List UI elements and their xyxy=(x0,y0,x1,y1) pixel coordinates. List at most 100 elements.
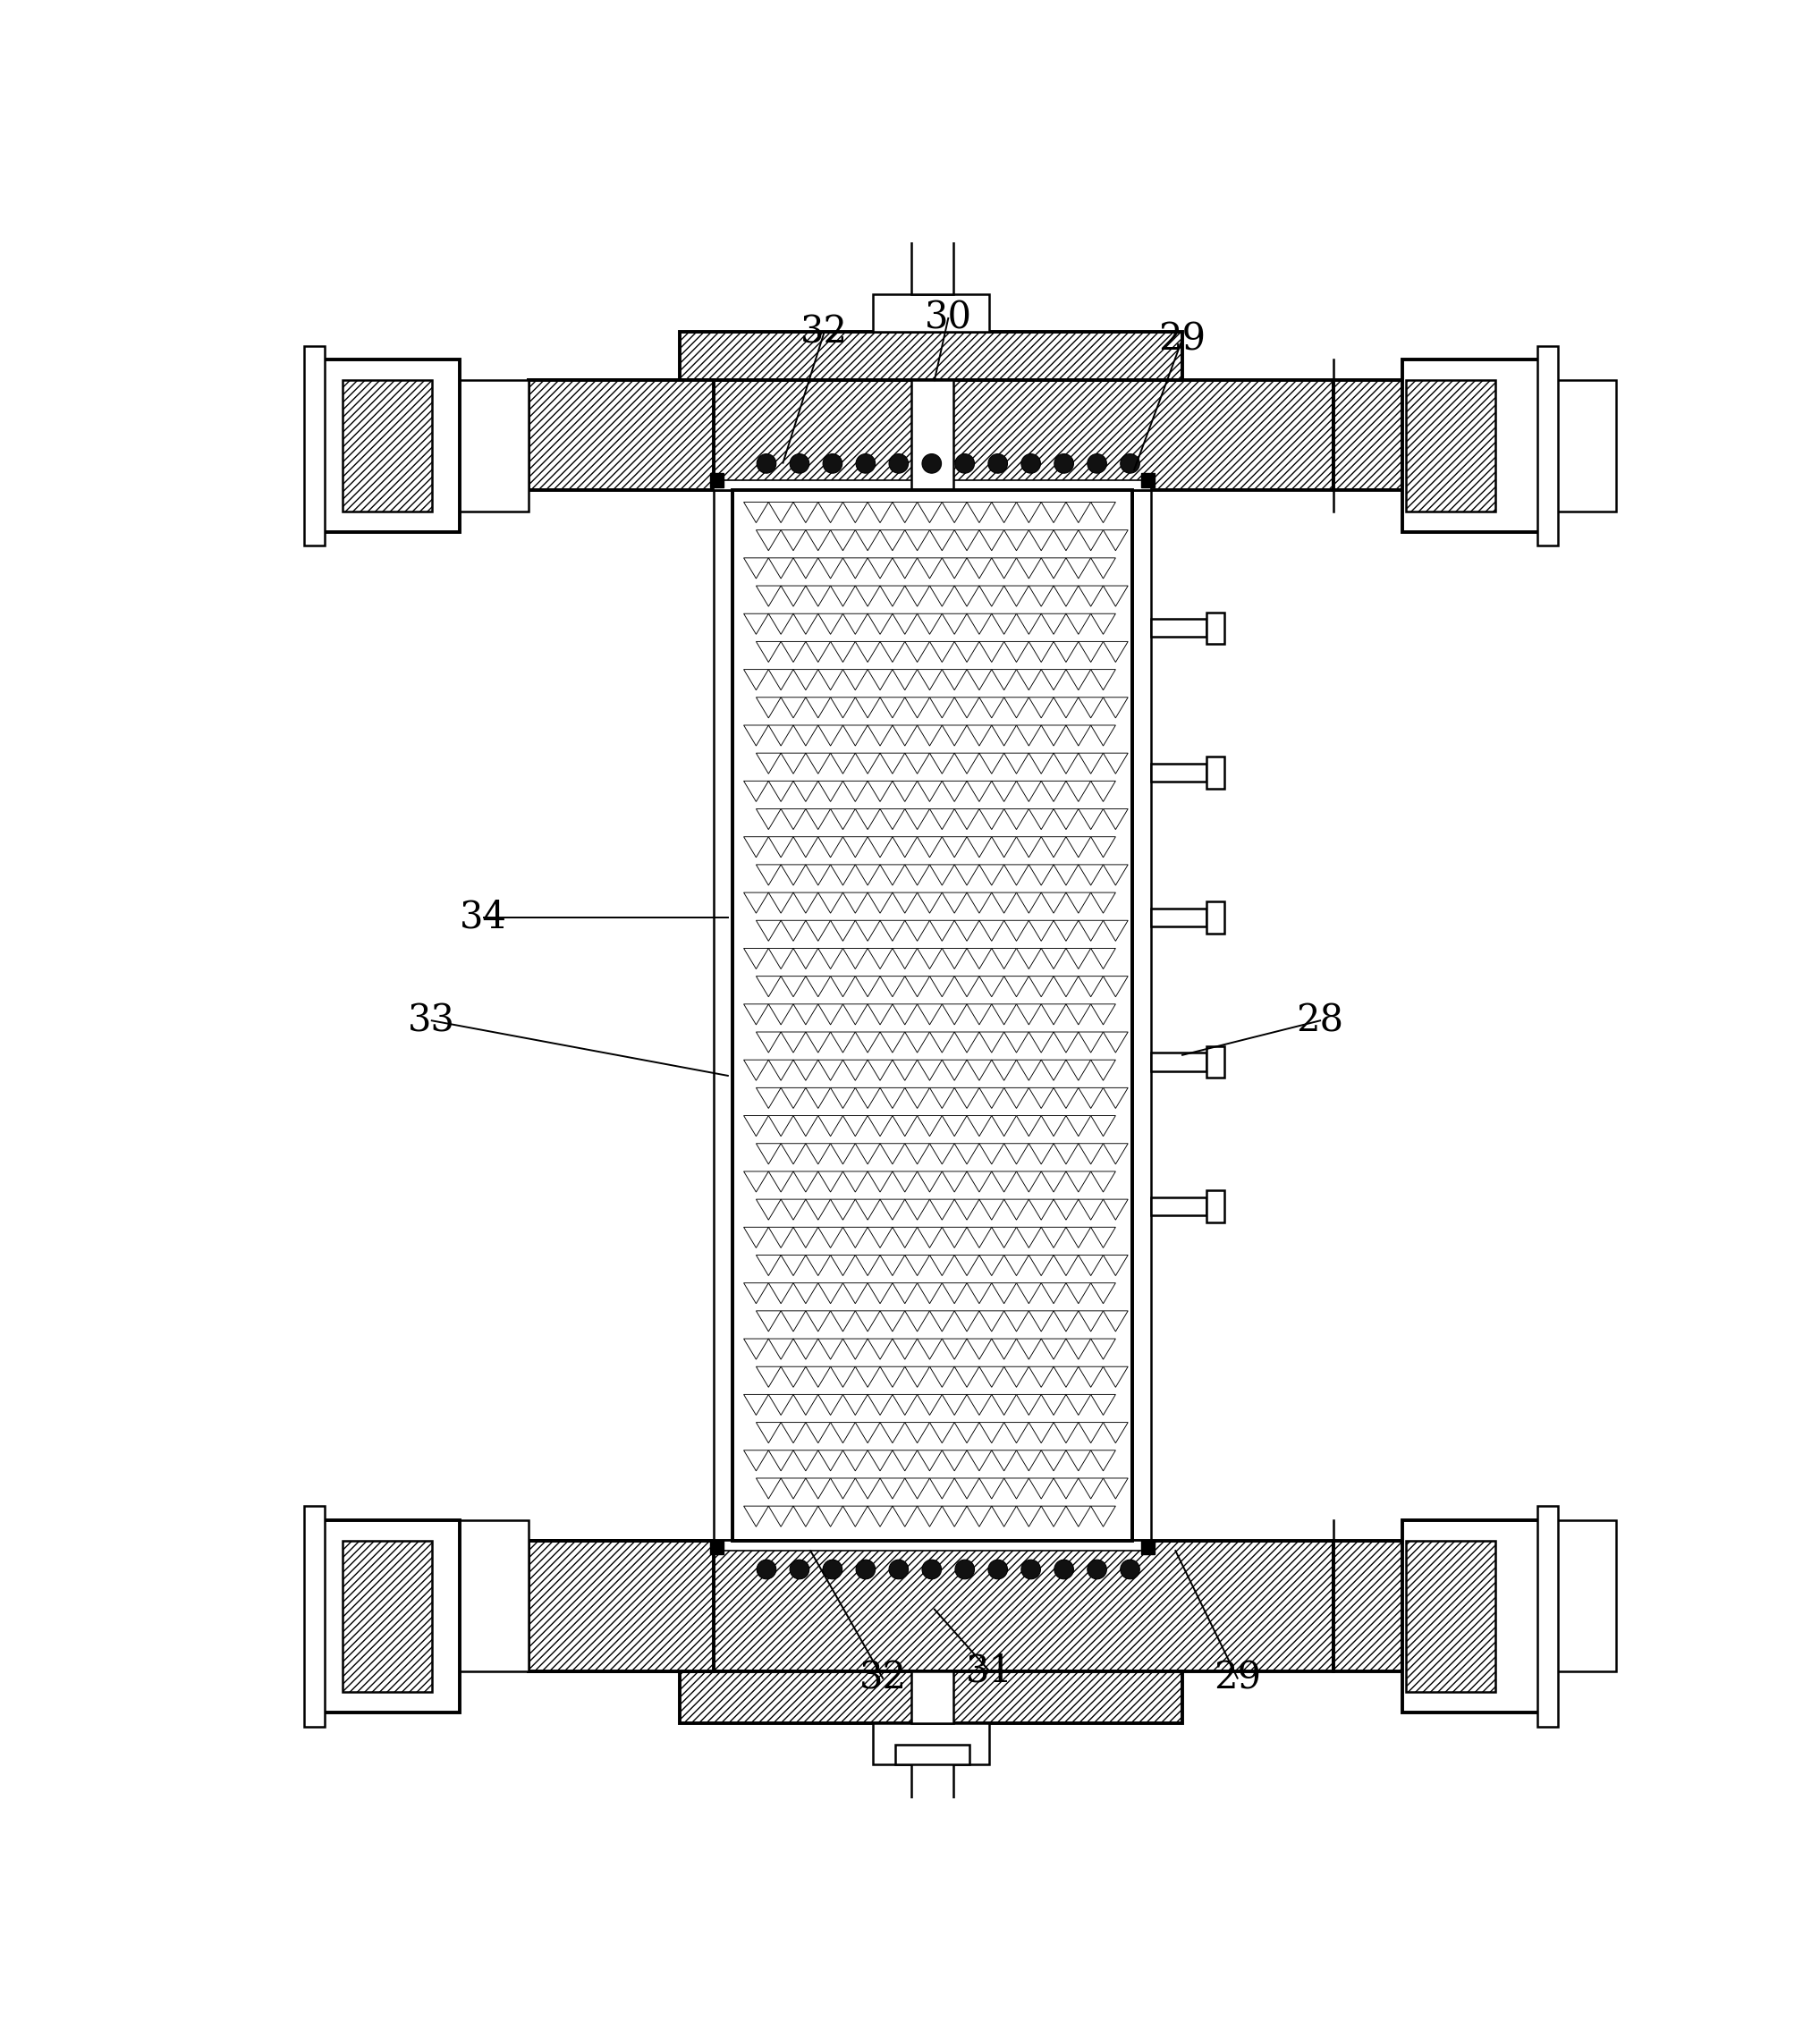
Polygon shape xyxy=(943,1338,966,1360)
Polygon shape xyxy=(1079,1033,1103,1053)
Polygon shape xyxy=(1005,1198,1028,1221)
Polygon shape xyxy=(868,726,892,746)
Text: 31: 31 xyxy=(966,1653,1014,1690)
Polygon shape xyxy=(806,1366,830,1386)
Polygon shape xyxy=(794,1338,819,1360)
Polygon shape xyxy=(830,1312,855,1332)
Polygon shape xyxy=(1005,530,1028,550)
Polygon shape xyxy=(868,501,892,523)
Polygon shape xyxy=(830,1198,855,1221)
Polygon shape xyxy=(806,808,830,829)
Polygon shape xyxy=(768,1451,794,1471)
Polygon shape xyxy=(806,865,830,885)
Polygon shape xyxy=(868,669,892,689)
Polygon shape xyxy=(943,501,966,523)
Polygon shape xyxy=(806,920,830,942)
Polygon shape xyxy=(744,1227,768,1247)
Polygon shape xyxy=(794,1451,819,1471)
Polygon shape xyxy=(1016,1451,1041,1471)
Bar xyxy=(895,1744,970,1764)
Polygon shape xyxy=(781,1033,806,1053)
Polygon shape xyxy=(781,865,806,885)
Polygon shape xyxy=(1103,1198,1128,1221)
Polygon shape xyxy=(868,558,892,578)
Polygon shape xyxy=(1041,1338,1067,1360)
Polygon shape xyxy=(954,920,979,942)
Polygon shape xyxy=(1054,920,1079,942)
Polygon shape xyxy=(855,1144,881,1164)
Polygon shape xyxy=(819,1004,843,1025)
Polygon shape xyxy=(905,920,930,942)
Text: 33: 33 xyxy=(408,1002,455,1039)
Polygon shape xyxy=(1005,1033,1028,1053)
Polygon shape xyxy=(979,697,1005,717)
Polygon shape xyxy=(892,1004,917,1025)
Polygon shape xyxy=(755,697,781,717)
Polygon shape xyxy=(1067,780,1090,802)
Polygon shape xyxy=(830,1255,855,1275)
Polygon shape xyxy=(806,754,830,774)
Polygon shape xyxy=(868,1283,892,1304)
Polygon shape xyxy=(1103,1312,1128,1332)
Polygon shape xyxy=(1090,558,1116,578)
Polygon shape xyxy=(1054,1477,1079,1500)
Polygon shape xyxy=(881,754,905,774)
Circle shape xyxy=(888,455,908,473)
Polygon shape xyxy=(819,1394,843,1415)
Polygon shape xyxy=(1005,641,1028,663)
Polygon shape xyxy=(830,530,855,550)
Polygon shape xyxy=(1090,1004,1116,1025)
Polygon shape xyxy=(1079,808,1103,829)
Polygon shape xyxy=(1067,1059,1090,1081)
Circle shape xyxy=(1087,455,1107,473)
Polygon shape xyxy=(843,1227,868,1247)
Polygon shape xyxy=(966,558,992,578)
Polygon shape xyxy=(1016,1227,1041,1247)
Polygon shape xyxy=(930,1198,954,1221)
Polygon shape xyxy=(819,1116,843,1136)
Polygon shape xyxy=(881,1033,905,1053)
Polygon shape xyxy=(1016,1283,1041,1304)
Polygon shape xyxy=(979,1087,1005,1108)
Polygon shape xyxy=(744,1506,768,1526)
Polygon shape xyxy=(943,614,966,635)
Polygon shape xyxy=(794,1394,819,1415)
Polygon shape xyxy=(1016,1172,1041,1192)
Text: 32: 32 xyxy=(859,1659,906,1698)
Polygon shape xyxy=(744,1451,768,1471)
Polygon shape xyxy=(943,726,966,746)
Polygon shape xyxy=(1005,1312,1028,1332)
Polygon shape xyxy=(1041,1451,1067,1471)
Polygon shape xyxy=(954,1312,979,1332)
Polygon shape xyxy=(1090,1059,1116,1081)
Polygon shape xyxy=(1103,808,1128,829)
Polygon shape xyxy=(992,1338,1016,1360)
Bar xyxy=(1132,491,1152,1540)
Polygon shape xyxy=(744,669,768,689)
Polygon shape xyxy=(905,1312,930,1332)
Polygon shape xyxy=(905,1423,930,1443)
Polygon shape xyxy=(744,893,768,913)
Polygon shape xyxy=(979,530,1005,550)
Polygon shape xyxy=(943,893,966,913)
Polygon shape xyxy=(830,1087,855,1108)
Bar xyxy=(322,1520,459,1712)
Polygon shape xyxy=(905,754,930,774)
Polygon shape xyxy=(855,1312,881,1332)
Polygon shape xyxy=(892,893,917,913)
Polygon shape xyxy=(794,1116,819,1136)
Polygon shape xyxy=(954,1198,979,1221)
Polygon shape xyxy=(1041,669,1067,689)
Polygon shape xyxy=(979,920,1005,942)
Polygon shape xyxy=(843,893,868,913)
Polygon shape xyxy=(830,1366,855,1386)
Polygon shape xyxy=(1103,1033,1128,1053)
Polygon shape xyxy=(954,586,979,606)
Polygon shape xyxy=(992,1506,1016,1526)
Polygon shape xyxy=(881,865,905,885)
Polygon shape xyxy=(1028,1144,1054,1164)
Circle shape xyxy=(956,455,974,473)
Polygon shape xyxy=(954,1087,979,1108)
Polygon shape xyxy=(768,1338,794,1360)
Polygon shape xyxy=(1028,1423,1054,1443)
